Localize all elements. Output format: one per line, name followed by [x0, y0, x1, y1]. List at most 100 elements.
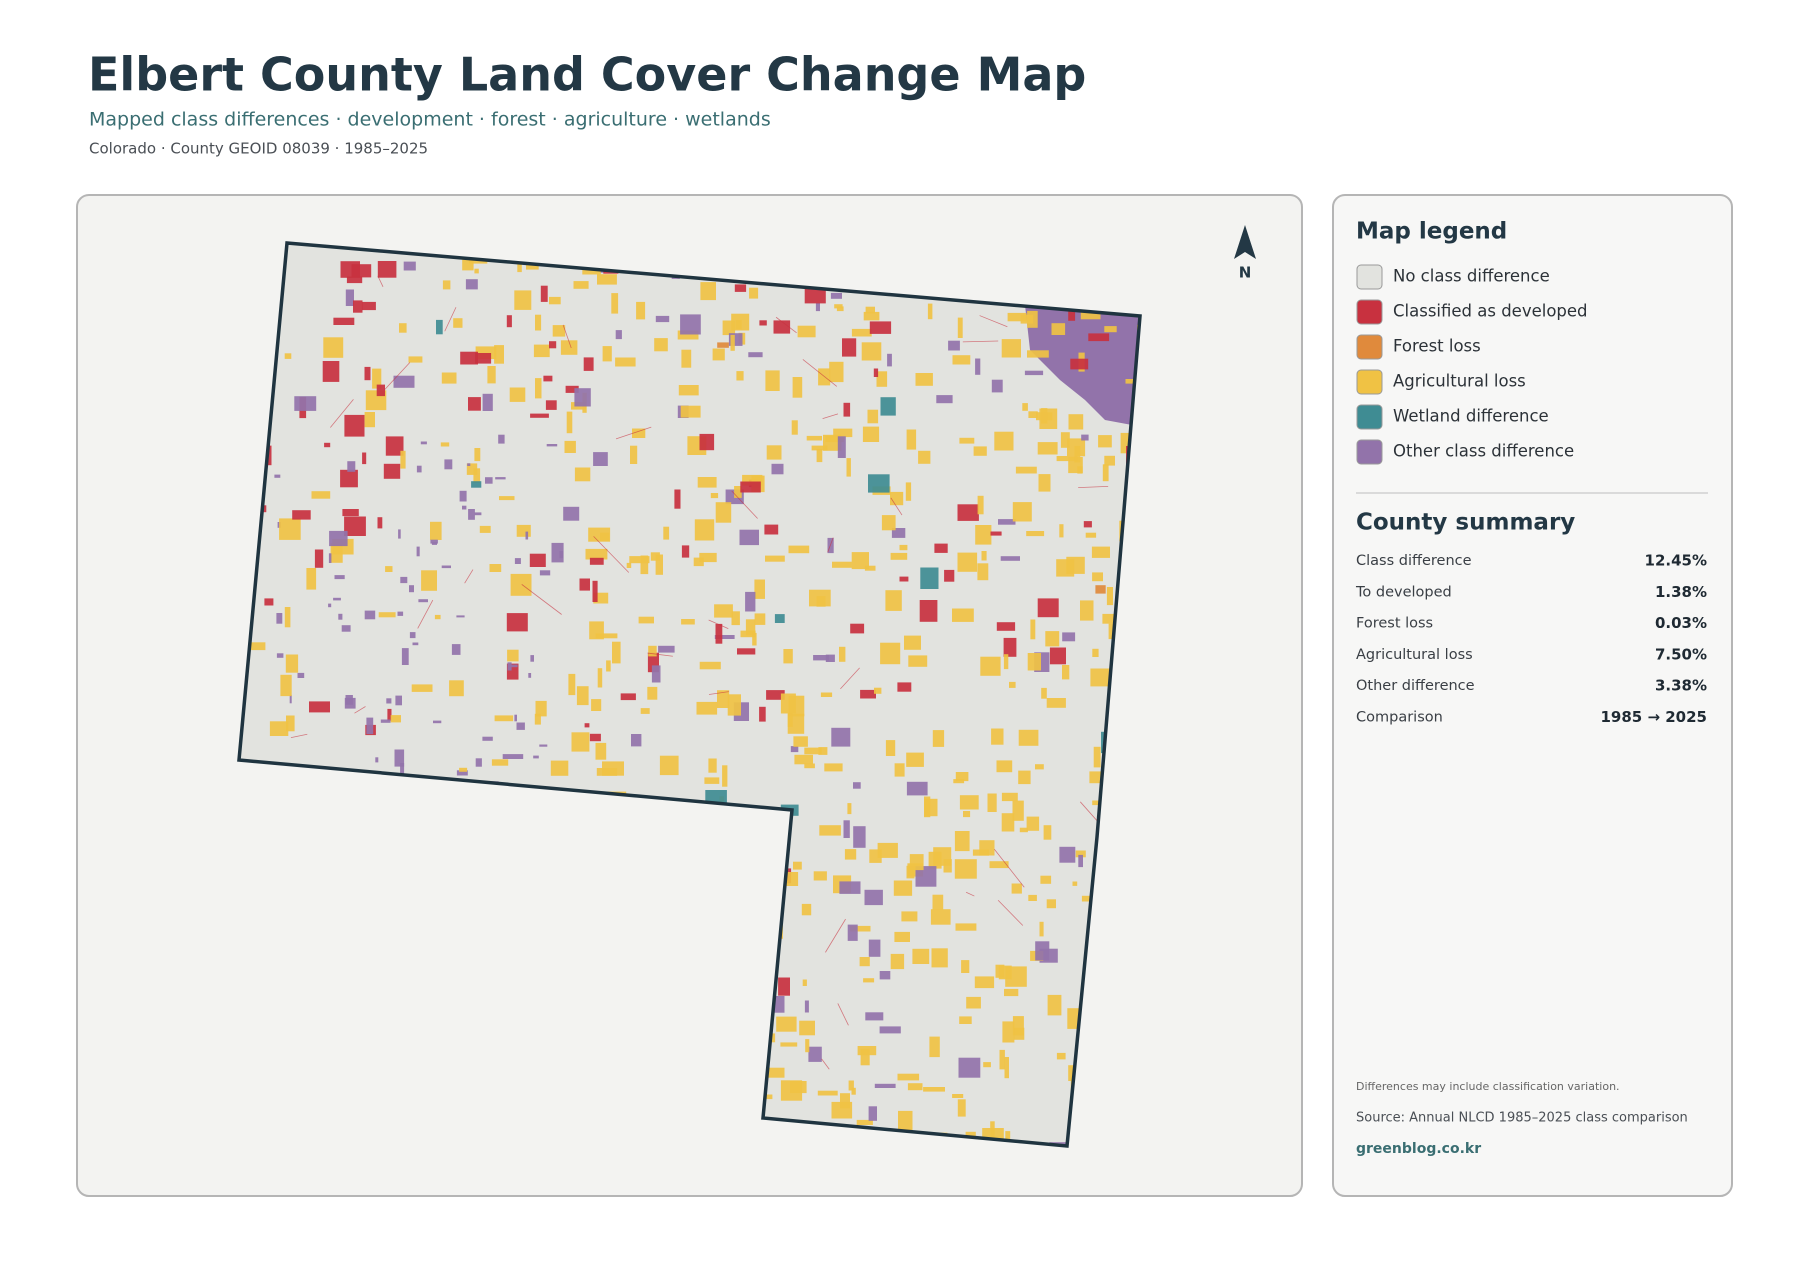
patch [906, 865, 915, 879]
patch [571, 732, 590, 752]
road [290, 733, 308, 739]
patch [462, 254, 474, 271]
patch [944, 569, 955, 582]
patch [393, 375, 415, 388]
road [997, 899, 1024, 926]
patch [1003, 637, 1017, 657]
patch [494, 715, 514, 722]
patch [887, 353, 892, 367]
patch [655, 315, 670, 323]
patch [975, 358, 981, 375]
patch [564, 440, 576, 453]
patch [506, 663, 519, 680]
patch [908, 655, 928, 667]
patch [794, 754, 813, 765]
patch [340, 469, 358, 488]
patch [804, 747, 822, 755]
patch [510, 573, 532, 596]
patch [754, 579, 765, 599]
patch [654, 338, 668, 352]
patch [788, 545, 810, 554]
patch [659, 755, 679, 776]
patch [535, 700, 547, 717]
patch [1056, 1052, 1066, 1060]
patch [899, 576, 909, 582]
patch [749, 287, 759, 299]
patch [912, 948, 930, 964]
patch [736, 371, 744, 381]
patch [920, 567, 939, 589]
patch [710, 493, 719, 499]
patch [778, 977, 790, 996]
patch [704, 777, 720, 784]
patch [506, 315, 512, 328]
patch [528, 673, 532, 678]
road [890, 497, 903, 516]
patch [1102, 613, 1116, 624]
patch [509, 387, 526, 402]
patch [893, 880, 913, 896]
patch [471, 481, 482, 488]
patch [959, 1016, 972, 1024]
patch [868, 939, 881, 957]
patch [731, 313, 750, 331]
patch [467, 463, 471, 466]
summary-value: 1.38% [1655, 583, 1707, 601]
patch [936, 395, 953, 404]
source-link[interactable]: greenblog.co.kr [1356, 1141, 1481, 1157]
patch [783, 649, 793, 664]
patch [285, 654, 299, 673]
patch [681, 349, 692, 368]
patch [813, 871, 827, 881]
patch [530, 655, 534, 662]
patch [1080, 308, 1101, 320]
patch [276, 653, 284, 658]
patch [376, 384, 385, 397]
patch [907, 1083, 923, 1091]
patch [959, 437, 975, 444]
patch [383, 463, 401, 479]
patch [597, 274, 617, 285]
patch [693, 557, 704, 567]
patch [539, 744, 548, 747]
patch [533, 344, 550, 358]
patch [714, 635, 735, 639]
patch [745, 591, 756, 612]
patch [385, 566, 393, 572]
legend-swatch [1356, 264, 1383, 290]
road [962, 340, 999, 343]
patch [765, 555, 785, 562]
patch [400, 450, 406, 469]
road [837, 1003, 849, 1026]
patch [441, 372, 457, 384]
patch [860, 1048, 870, 1066]
patch [591, 699, 602, 711]
patch [324, 442, 331, 448]
patch [966, 996, 981, 1009]
patch [865, 1012, 884, 1021]
patch [533, 755, 539, 759]
patch [380, 719, 391, 723]
patch [681, 619, 695, 625]
patch [372, 368, 382, 389]
patch [815, 302, 820, 312]
road [840, 667, 860, 690]
patch [923, 1087, 945, 1092]
patch [385, 436, 404, 456]
patch [766, 1067, 785, 1078]
patch [400, 763, 405, 774]
patch [681, 545, 690, 558]
patch [1022, 403, 1028, 411]
patch [1047, 994, 1062, 1016]
patch [881, 515, 896, 531]
patch [877, 842, 898, 858]
patch [680, 405, 701, 418]
patch [764, 524, 779, 535]
patch [648, 645, 657, 657]
patch [530, 413, 549, 418]
patch [588, 527, 611, 542]
patch [829, 361, 844, 383]
patch [1125, 379, 1136, 384]
patch [1092, 572, 1103, 582]
patch [1012, 800, 1024, 821]
